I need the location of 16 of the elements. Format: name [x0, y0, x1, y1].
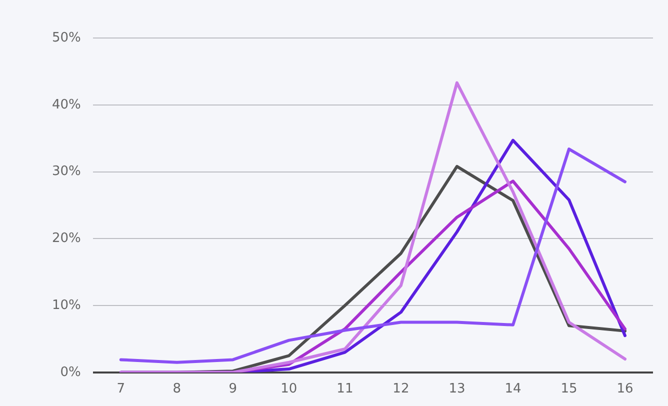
x-tick-label: 8	[172, 382, 182, 397]
y-tick-label: 50%	[52, 30, 81, 46]
x-tick-label: 13	[448, 382, 466, 397]
x-tick-label: 14	[504, 382, 522, 397]
y-tick-label: 20%	[52, 231, 81, 246]
x-tick-label: 16	[616, 382, 634, 397]
y-tick-label: 0%	[60, 364, 81, 380]
x-tick-label: 11	[336, 382, 354, 397]
x-tick-label: 12	[392, 382, 410, 397]
x-tick-label: 9	[228, 382, 238, 397]
y-tick-label: 40%	[52, 97, 81, 112]
x-tick-label: 7	[116, 382, 126, 397]
y-tick-label: 30%	[52, 164, 81, 180]
x-tick-label: 10	[280, 382, 298, 397]
x-tick-label: 15	[560, 382, 578, 397]
y-tick-label: 10%	[52, 298, 81, 313]
